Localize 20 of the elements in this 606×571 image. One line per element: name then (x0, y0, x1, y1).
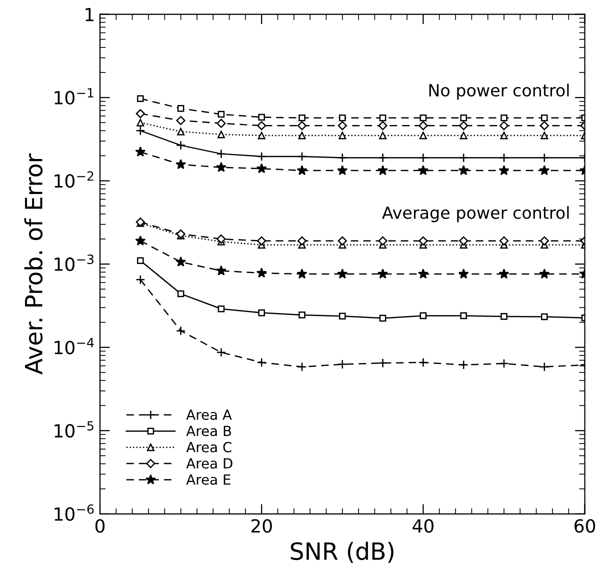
y-axis-title: Aver. Prob. of Error (24, 154, 43, 374)
legend-label: Area A (186, 410, 232, 420)
y-tick-label: 10$^{−3}$ (54, 254, 94, 272)
annotation: No power control (429, 84, 569, 100)
annotation: Average power control (382, 206, 569, 222)
legend-label: Area B (186, 426, 232, 436)
y-tick-label: 10$^{−6}$ (54, 504, 94, 521)
y-tick-label: 10$^{−4}$ (54, 338, 94, 354)
x-tick-label: 0 (95, 519, 105, 533)
y-tick-label: 10$^{−1}$ (54, 88, 94, 105)
x-tick-label: 60 (574, 519, 596, 533)
y-tick-label: 10$^{−2}$ (54, 171, 94, 188)
legend-label: Area C (186, 442, 232, 452)
legend-label: Area E (186, 474, 230, 485)
x-axis-title: SNR (dB) (290, 542, 394, 563)
y-tick-label: 1 (86, 8, 94, 22)
legend-label: Area D (186, 458, 232, 469)
y-tick-label: 10$^{−5}$ (54, 421, 94, 438)
x-tick-label: 20 (251, 519, 272, 533)
x-tick-label: 40 (412, 519, 434, 533)
